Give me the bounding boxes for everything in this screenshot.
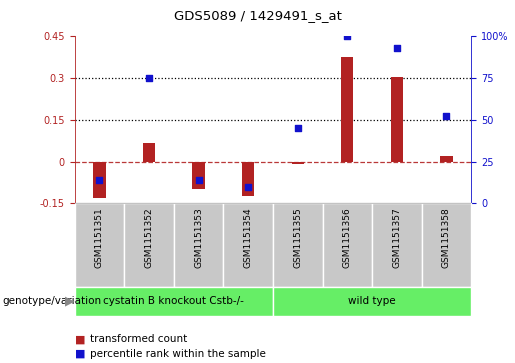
Bar [224, 203, 273, 287]
Text: ■: ■ [75, 334, 85, 344]
Text: genotype/variation: genotype/variation [3, 296, 101, 306]
Bar [391, 77, 403, 162]
Bar [242, 162, 254, 196]
Bar [193, 162, 205, 189]
Bar [174, 203, 224, 287]
Point [95, 177, 104, 183]
Bar [124, 203, 174, 287]
Text: GSM1151356: GSM1151356 [343, 207, 352, 268]
Text: ▶: ▶ [65, 295, 74, 308]
Bar [143, 143, 155, 162]
Text: GDS5089 / 1429491_s_at: GDS5089 / 1429491_s_at [174, 9, 341, 22]
Text: ■: ■ [75, 349, 85, 359]
Text: GSM1151354: GSM1151354 [244, 207, 253, 268]
Bar [75, 203, 124, 287]
Text: GSM1151353: GSM1151353 [194, 207, 203, 268]
Bar [422, 203, 471, 287]
Text: GSM1151352: GSM1151352 [145, 207, 153, 268]
Text: wild type: wild type [348, 296, 396, 306]
Bar [93, 162, 106, 198]
Point [393, 45, 401, 51]
Text: GSM1151355: GSM1151355 [293, 207, 302, 268]
Text: percentile rank within the sample: percentile rank within the sample [90, 349, 266, 359]
Point [195, 177, 203, 183]
Bar [75, 287, 273, 316]
Point [442, 114, 451, 119]
Point [343, 33, 351, 39]
Bar [372, 203, 422, 287]
Text: GSM1151358: GSM1151358 [442, 207, 451, 268]
Text: cystatin B knockout Cstb-/-: cystatin B knockout Cstb-/- [104, 296, 244, 306]
Bar [440, 156, 453, 162]
Bar [291, 162, 304, 164]
Point [294, 125, 302, 131]
Point [244, 184, 252, 189]
Bar [341, 57, 353, 162]
Text: GSM1151351: GSM1151351 [95, 207, 104, 268]
Text: GSM1151357: GSM1151357 [392, 207, 401, 268]
Bar [273, 287, 471, 316]
Point [145, 75, 153, 81]
Text: transformed count: transformed count [90, 334, 187, 344]
Bar [273, 203, 322, 287]
Bar [322, 203, 372, 287]
